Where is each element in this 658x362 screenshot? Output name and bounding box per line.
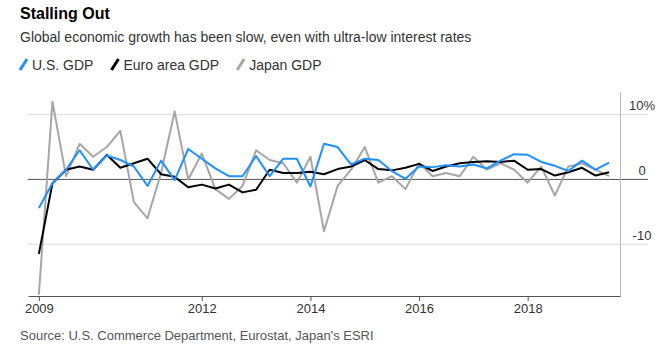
x-tick-label: 2009 bbox=[25, 301, 54, 316]
subtitle: Global economic growth has been slow, ev… bbox=[20, 29, 471, 45]
x-tick: 2012 bbox=[188, 296, 217, 316]
grid-line bbox=[28, 179, 648, 180]
series-line bbox=[39, 155, 609, 254]
y-tick-label: 10% bbox=[629, 98, 655, 113]
x-axis: 2009 2012 2014 2016 2018 bbox=[25, 296, 621, 316]
title: Stalling Out bbox=[20, 5, 110, 22]
y-tick-label: 0 bbox=[638, 163, 645, 178]
grid-line bbox=[28, 244, 648, 245]
legend-swatch bbox=[237, 59, 244, 70]
x-tick: 2016 bbox=[405, 296, 434, 316]
x-tick: 2009 bbox=[25, 296, 54, 316]
x-tick-label: 2014 bbox=[296, 301, 325, 316]
legend: U.S. GDP Euro area GDP Japan GDP bbox=[20, 57, 322, 73]
x-tick: 2018 bbox=[514, 296, 543, 316]
legend-swatch bbox=[20, 59, 27, 70]
series-line bbox=[39, 102, 609, 295]
source: Source: U.S. Commerce Department, Eurost… bbox=[20, 328, 374, 343]
y-tick: 0 bbox=[620, 163, 646, 180]
legend-item: U.S. GDP bbox=[20, 57, 93, 73]
x-axis-line bbox=[29, 296, 621, 297]
y-tick: -10 bbox=[620, 228, 651, 245]
x-tick-label: 2012 bbox=[188, 301, 217, 316]
grid-line bbox=[28, 114, 648, 115]
y-axis-line bbox=[620, 93, 621, 297]
legend-label: Japan GDP bbox=[249, 57, 321, 73]
lines bbox=[39, 102, 609, 295]
x-tick-label: 2016 bbox=[405, 301, 434, 316]
x-tick: 2014 bbox=[296, 296, 325, 316]
y-axis: -10 0 10% bbox=[620, 93, 655, 297]
legend-label: Euro area GDP bbox=[123, 57, 219, 73]
y-tick: 10% bbox=[620, 98, 655, 115]
legend-label: U.S. GDP bbox=[32, 57, 93, 73]
series-line bbox=[39, 144, 609, 208]
legend-swatch bbox=[111, 59, 118, 70]
y-tick-label: -10 bbox=[633, 228, 652, 243]
x-tick-label: 2018 bbox=[514, 301, 543, 316]
chart: Stalling Out Global economic growth has b… bbox=[0, 0, 658, 362]
legend-item: Japan GDP bbox=[237, 57, 321, 73]
legend-item: Euro area GDP bbox=[111, 57, 219, 73]
